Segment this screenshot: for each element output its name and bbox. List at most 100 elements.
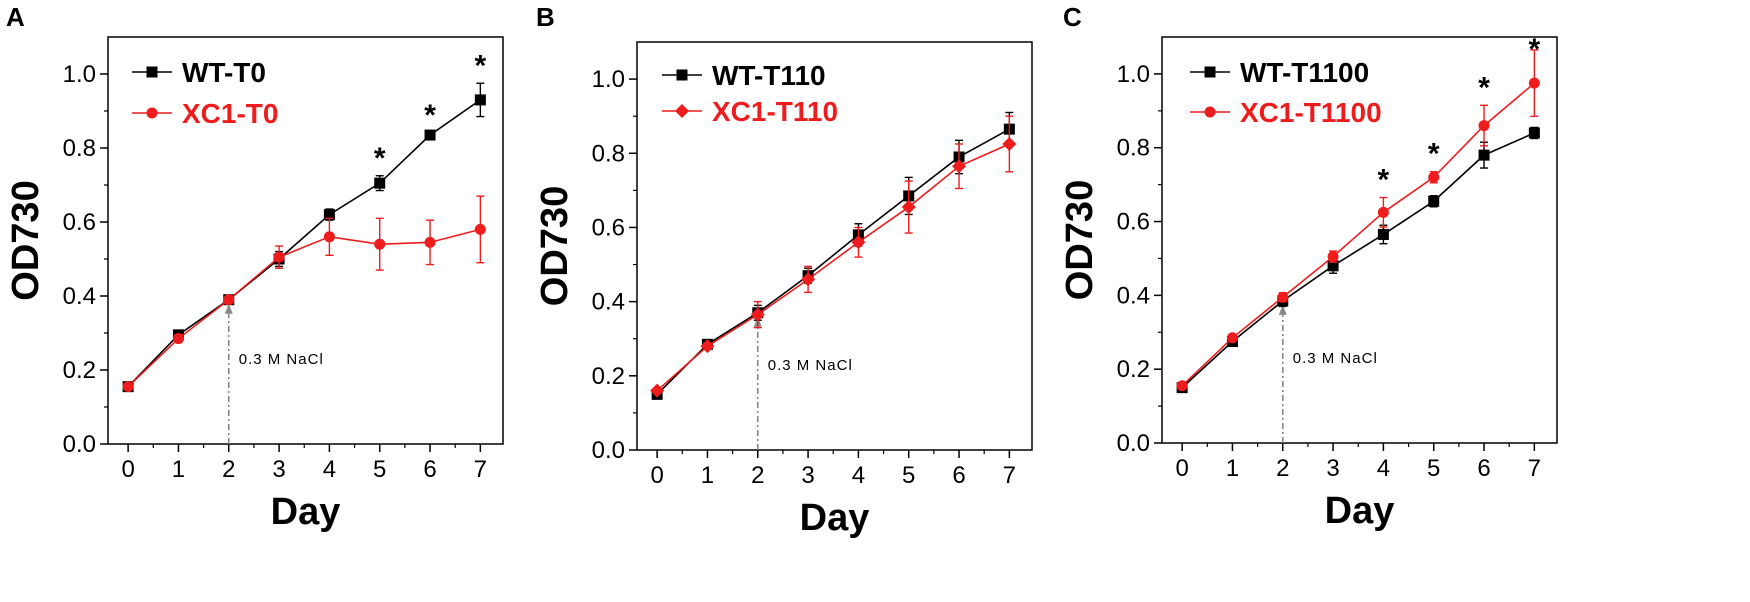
x-axis-title: Day <box>1325 490 1395 532</box>
x-tick-label: 2 <box>1276 455 1289 482</box>
y-tick-label: 0.2 <box>1117 356 1150 383</box>
significance-star: * <box>374 142 386 175</box>
data-point <box>952 159 967 174</box>
series-line <box>127 99 481 388</box>
data-point <box>1528 127 1540 139</box>
x-tick-label: 1 <box>172 456 185 483</box>
data-point <box>1176 380 1188 392</box>
legend-label: XC1-T0 <box>182 98 278 129</box>
data-point <box>474 94 486 106</box>
nacl-annotation: 0.3 M NaCl <box>239 351 324 368</box>
x-tick-label: 3 <box>272 456 285 483</box>
y-tick-label: 0.0 <box>592 437 625 464</box>
data-point <box>474 223 486 235</box>
y-tick-label: 0.4 <box>592 289 625 316</box>
significance-star: * <box>424 99 436 132</box>
significance-star: * <box>1478 71 1490 104</box>
y-tick-label: 0.4 <box>63 283 96 310</box>
y-tick-label: 1.0 <box>1117 61 1150 88</box>
data-point <box>323 231 335 243</box>
legend-entry: WT-T1100 <box>1190 57 1369 88</box>
series-line <box>1181 82 1535 387</box>
y-tick-label: 0.2 <box>592 363 625 390</box>
series-xc1-t110 <box>650 115 1017 398</box>
panel-a: A 0 1 2 3 4 5 6 7 0.0 0.2 0.4 0.6 0.8 1.0 Day OD730 0.3 M… <box>5 2 504 533</box>
data-point <box>700 339 715 354</box>
nacl-annotation: 0.3 M NaCl <box>1293 350 1378 367</box>
legend-label: WT-T110 <box>712 60 826 91</box>
legend-marker <box>676 69 688 81</box>
panel-label: A <box>6 2 25 32</box>
legend-entry: WT-T0 <box>132 57 266 88</box>
data-point <box>374 177 386 189</box>
y-tick-label: 1.0 <box>63 61 96 88</box>
legend-label: WT-T0 <box>182 57 266 88</box>
y-tick-label: 0.8 <box>63 135 96 162</box>
y-tick-label: 0.6 <box>63 209 96 236</box>
significance-star: * <box>1428 138 1440 171</box>
series-xc1-t1100 <box>1176 49 1540 392</box>
y-axis-title: OD730 <box>534 186 576 306</box>
data-point <box>801 272 816 287</box>
y-tick-label: 0.0 <box>1117 430 1150 457</box>
significance-star: * <box>1378 164 1390 197</box>
data-point <box>1327 251 1339 263</box>
x-tick-label: 2 <box>751 462 764 489</box>
legend-label: XC1-T110 <box>712 96 838 127</box>
data-point <box>223 294 235 306</box>
x-tick-label: 6 <box>952 462 965 489</box>
x-tick-label: 0 <box>121 456 134 483</box>
x-tick-label: 4 <box>852 462 865 489</box>
data-point <box>172 333 184 345</box>
y-tick-label: 0.2 <box>63 357 96 384</box>
y-tick-label: 0.6 <box>592 214 625 241</box>
x-tick-label: 7 <box>474 456 487 483</box>
legend-label: XC1-T1100 <box>1240 97 1382 128</box>
legend-label: WT-T1100 <box>1240 57 1369 88</box>
legend-marker <box>146 66 158 78</box>
panel-label: C <box>1063 2 1082 32</box>
y-tick-label: 0.6 <box>1117 209 1150 236</box>
data-point <box>650 383 665 398</box>
plot-frame <box>1161 36 1558 444</box>
data-point <box>851 235 866 250</box>
legend-entry: XC1-T1100 <box>1190 97 1382 128</box>
data-point <box>1377 206 1389 218</box>
x-tick-label: 6 <box>1477 455 1490 482</box>
data-point <box>1428 171 1440 183</box>
x-tick-label: 7 <box>1528 455 1541 482</box>
x-tick-label: 4 <box>323 456 336 483</box>
x-axis-title: Day <box>800 497 870 539</box>
x-tick-label: 1 <box>1226 455 1239 482</box>
panel-label: B <box>536 2 555 32</box>
data-point <box>1002 137 1017 151</box>
legend-marker <box>146 107 158 119</box>
y-axis-title: OD730 <box>5 180 47 300</box>
data-point <box>374 238 386 250</box>
data-point <box>901 200 916 215</box>
x-axis-title: Day <box>271 491 341 533</box>
significance-star: * <box>475 49 487 82</box>
x-tick-label: 7 <box>1003 462 1016 489</box>
data-point <box>122 381 134 393</box>
nacl-annotation: 0.3 M NaCl <box>768 357 853 374</box>
legend-marker <box>675 104 689 118</box>
x-tick-label: 5 <box>1427 455 1440 482</box>
y-tick-label: 1.0 <box>592 66 625 93</box>
y-axis-title: OD730 <box>1059 180 1101 300</box>
x-tick-label: 5 <box>373 456 386 483</box>
data-point <box>1478 120 1490 132</box>
data-point <box>1327 260 1339 272</box>
x-tick-label: 2 <box>222 456 235 483</box>
data-point <box>323 209 335 221</box>
data-point <box>750 307 765 322</box>
data-point <box>424 236 436 248</box>
x-tick-label: 6 <box>423 456 436 483</box>
panel-c: C 0 1 2 3 4 5 6 7 0.0 0.2 0.4 0.6 0.8 1.0 Day OD730 0.3 M… <box>1059 2 1558 532</box>
series-line <box>1181 132 1535 389</box>
plot-frame <box>636 41 1033 451</box>
panel-b: B 0 1 2 3 4 5 6 7 0.0 0.2 0.4 0.6 0.8 1.0 Day OD730 0.3 M… <box>534 2 1033 539</box>
x-tick-label: 0 <box>650 462 663 489</box>
legend-entry: WT-T110 <box>662 60 826 91</box>
data-point <box>1428 195 1440 207</box>
